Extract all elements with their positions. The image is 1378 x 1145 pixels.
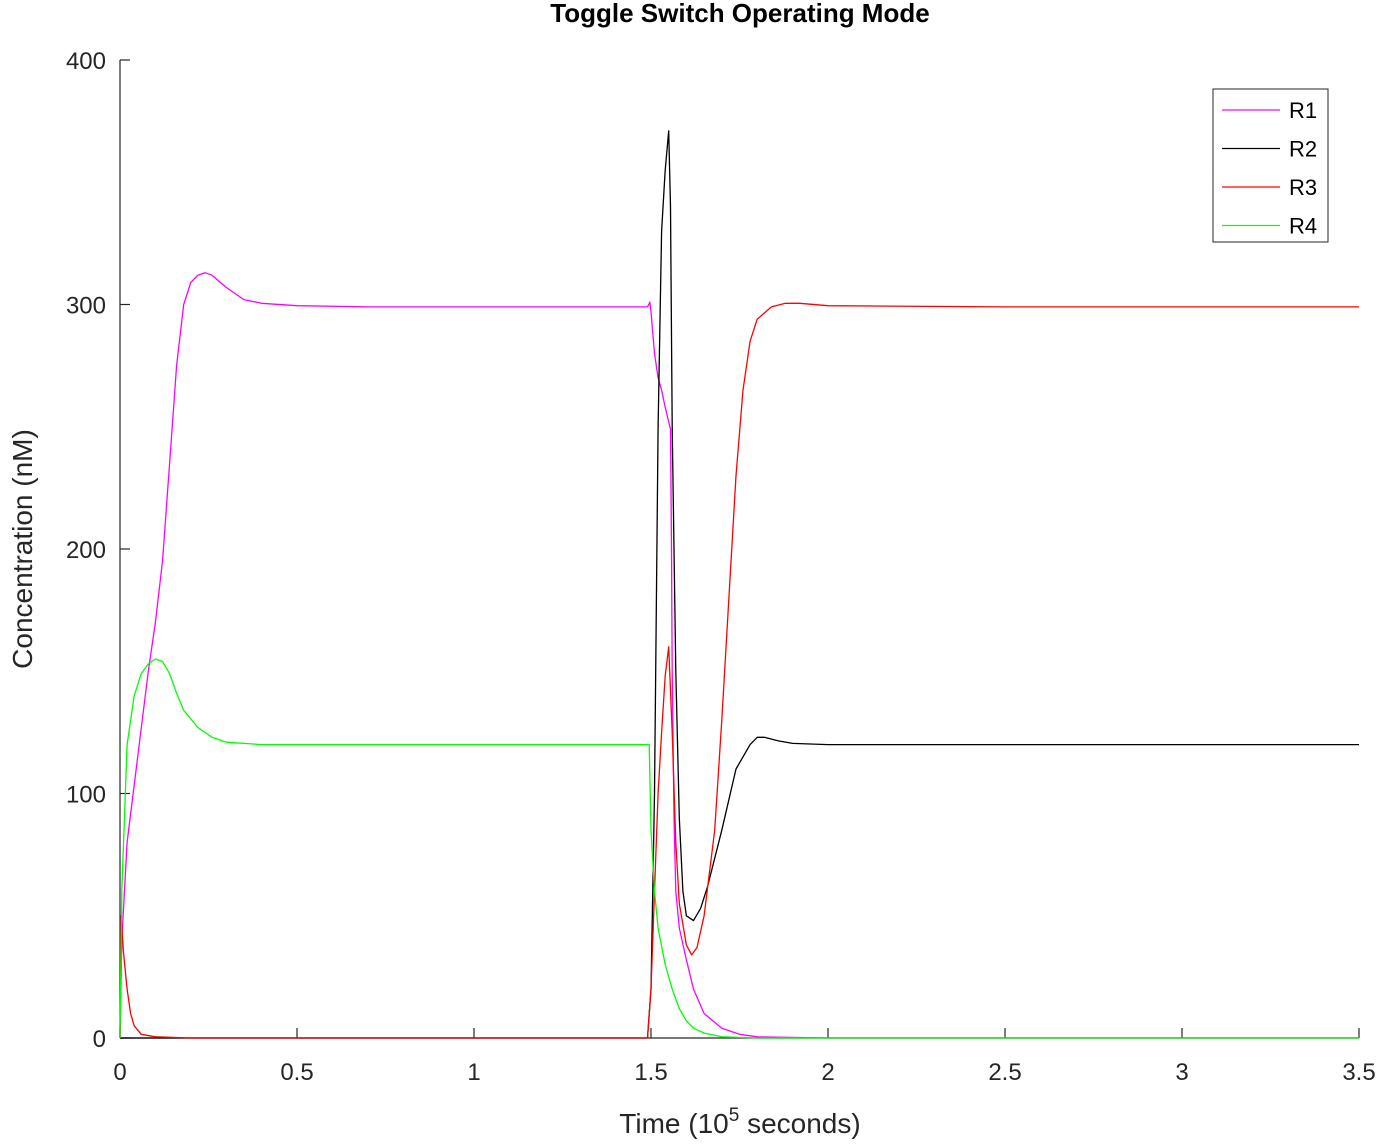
series-line-r4: [119, 658, 1359, 1039]
plot-area: 0 100 200 300 400 0 0.5 1 1.5 2 2.5 3 3.5: [66, 48, 1376, 1086]
legend-label-r1: R1: [1289, 98, 1317, 123]
y-tick-label: 300: [66, 293, 106, 320]
x-tick-label: 0.5: [280, 1059, 313, 1086]
y-tick-label: 0: [93, 1026, 106, 1053]
x-axis-label: Time (105 seconds): [619, 1105, 860, 1139]
y-axis-label: Concentration (nM): [7, 429, 38, 669]
x-tick-label: 2: [821, 1059, 834, 1086]
chart-title: Toggle Switch Operating Mode: [550, 0, 929, 28]
x-axis-label-suffix: seconds): [739, 1108, 860, 1139]
x-axis-label-main: Time (10: [619, 1108, 728, 1139]
y-tick-label: 200: [66, 537, 106, 564]
legend-label-r2: R2: [1289, 137, 1317, 162]
x-tick-label: 0: [113, 1059, 126, 1086]
legend-box: [1212, 88, 1329, 243]
legend: R1 R2 R3 R4: [1212, 88, 1329, 243]
x-tick-label: 2.5: [988, 1059, 1021, 1086]
x-ticks: 0 0.5 1 1.5 2 2.5 3 3.5: [113, 1028, 1376, 1086]
legend-label-r4: R4: [1289, 214, 1317, 239]
series-line-r3: [119, 302, 1359, 1039]
x-tick-label: 1: [467, 1059, 480, 1086]
x-axis-label-exponent: 5: [729, 1105, 740, 1126]
x-tick-label: 3.5: [1342, 1059, 1375, 1086]
series-group: [119, 130, 1359, 1039]
y-tick-label: 100: [66, 782, 106, 809]
y-ticks: 0 100 200 300 400: [66, 48, 130, 1053]
series-line-r1: [119, 272, 1359, 1039]
y-tick-label: 400: [66, 48, 106, 75]
x-tick-label: 1.5: [634, 1059, 667, 1086]
series-line-r2: [120, 130, 1359, 1039]
legend-label-r3: R3: [1289, 175, 1317, 200]
x-tick-label: 3: [1175, 1059, 1188, 1086]
